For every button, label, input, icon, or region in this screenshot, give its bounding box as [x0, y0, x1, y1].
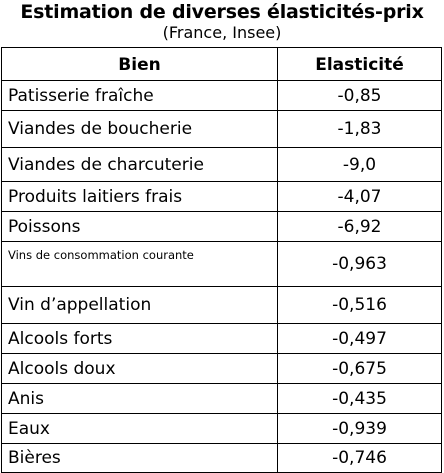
- cell-elasticite: -0,675: [277, 353, 442, 384]
- cell-elasticite: -0,497: [277, 323, 442, 354]
- cell-bien: Vin d’appellation: [1, 286, 278, 324]
- table-row: Alcools doux -0,675: [1, 353, 442, 384]
- table-row: Alcools forts -0,497: [1, 323, 442, 354]
- table-row: Bières -0,746: [1, 443, 442, 473]
- cell-elasticite: -0,85: [277, 80, 442, 111]
- elasticity-table: Bien Elasticité Patisserie fraîche -0,85…: [1, 47, 442, 473]
- table-row: Poissons -6,92: [1, 211, 442, 242]
- cell-bien: Vins de consommation courante: [1, 241, 278, 287]
- cell-bien: Anis: [1, 383, 278, 414]
- cell-elasticite: -0,435: [277, 383, 442, 414]
- cell-elasticite: -0,963: [277, 241, 442, 287]
- page-subtitle: (France, Insee): [162, 23, 282, 42]
- cell-elasticite: -4,07: [277, 181, 442, 212]
- cell-elasticite: -0,939: [277, 413, 442, 444]
- cell-bien: Poissons: [1, 211, 278, 242]
- column-header-elasticite: Elasticité: [277, 47, 442, 81]
- table-row: Patisserie fraîche -0,85: [1, 80, 442, 111]
- page-title: Estimation de diverses élasticités-prix: [20, 1, 424, 23]
- cell-elasticite: -0,516: [277, 286, 442, 324]
- cell-bien: Alcools forts: [1, 323, 278, 354]
- table-row: Produits laitiers frais -4,07: [1, 181, 442, 212]
- table-row: Viandes de boucherie -1,83: [1, 110, 442, 148]
- cell-elasticite: -0,746: [277, 443, 442, 473]
- cell-bien: Produits laitiers frais: [1, 181, 278, 212]
- table-row: Vins de consommation courante -0,963: [1, 241, 442, 287]
- cell-bien: Patisserie fraîche: [1, 80, 278, 111]
- cell-bien: Eaux: [1, 413, 278, 444]
- column-header-bien: Bien: [1, 47, 278, 81]
- cell-elasticite: -6,92: [277, 211, 442, 242]
- cell-bien: Alcools doux: [1, 353, 278, 384]
- table-header-row: Bien Elasticité: [1, 47, 442, 81]
- table-row: Anis -0,435: [1, 383, 442, 414]
- cell-bien: Viandes de boucherie: [1, 110, 278, 148]
- cell-elasticite: -1,83: [277, 110, 442, 148]
- table-row: Viandes de charcuterie -9,0: [1, 147, 442, 182]
- table-row: Vin d’appellation -0,516: [1, 286, 442, 324]
- cell-bien: Bières: [1, 443, 278, 473]
- cell-elasticite: -9,0: [277, 147, 442, 182]
- table-row: Eaux -0,939: [1, 413, 442, 444]
- cell-bien: Viandes de charcuterie: [1, 147, 278, 182]
